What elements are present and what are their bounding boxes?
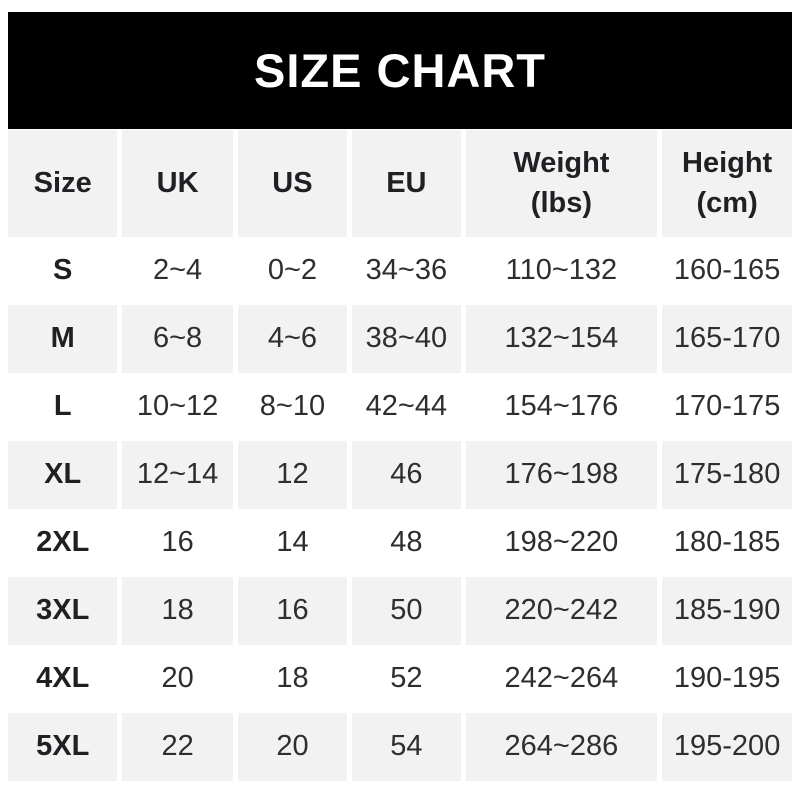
cell-us: 14 bbox=[237, 509, 348, 577]
cell-uk: 22 bbox=[122, 713, 233, 781]
table-row-4xl: 4XL 20 18 52 242~264 190-195 bbox=[8, 645, 792, 713]
cell-eu: 38~40 bbox=[352, 305, 461, 373]
cell-weight: 264~286 bbox=[465, 713, 658, 781]
title-banner: SIZE CHART bbox=[8, 12, 792, 129]
table-row-3xl: 3XL 18 16 50 220~242 185-190 bbox=[8, 577, 792, 645]
cell-eu: 54 bbox=[352, 713, 461, 781]
cell-size: L bbox=[8, 373, 118, 441]
cell-height: 165-170 bbox=[662, 305, 792, 373]
cell-eu: 50 bbox=[352, 577, 461, 645]
cell-us: 12 bbox=[237, 441, 348, 509]
cell-size: 2XL bbox=[8, 509, 118, 577]
cell-eu: 46 bbox=[352, 441, 461, 509]
cell-height: 185-190 bbox=[662, 577, 792, 645]
size-table: Size UK US EU Weight (lbs) Height (cm) bbox=[8, 130, 792, 781]
cell-eu: 52 bbox=[352, 645, 461, 713]
cell-height: 190-195 bbox=[662, 645, 792, 713]
column-header-sub: (cm) bbox=[696, 186, 758, 219]
cell-size: XL bbox=[8, 441, 118, 509]
column-header-sub: (lbs) bbox=[530, 186, 593, 219]
table-row-2xl: 2XL 16 14 48 198~220 180-185 bbox=[8, 509, 792, 577]
cell-size: S bbox=[8, 237, 118, 305]
column-header-uk: UK bbox=[122, 130, 233, 237]
cell-eu: 34~36 bbox=[352, 237, 461, 305]
cell-uk: 2~4 bbox=[122, 237, 233, 305]
table-header-row: Size UK US EU Weight (lbs) Height (cm) bbox=[8, 130, 792, 237]
column-header-weight: Weight (lbs) bbox=[465, 130, 658, 237]
column-header-label: Height bbox=[682, 147, 773, 180]
size-chart-page: SIZE CHART Size UK US EU Weight (lbs) bbox=[0, 12, 800, 800]
column-header-height: Height (cm) bbox=[662, 130, 792, 237]
cell-weight: 220~242 bbox=[465, 577, 658, 645]
cell-weight: 110~132 bbox=[465, 237, 658, 305]
cell-height: 195-200 bbox=[662, 713, 792, 781]
cell-eu: 48 bbox=[352, 509, 461, 577]
column-header-label: Weight bbox=[513, 147, 610, 180]
table-row-5xl: 5XL 22 20 54 264~286 195-200 bbox=[8, 713, 792, 781]
cell-eu: 42~44 bbox=[352, 373, 461, 441]
cell-height: 170-175 bbox=[662, 373, 792, 441]
cell-weight: 198~220 bbox=[465, 509, 658, 577]
cell-height: 160-165 bbox=[662, 237, 792, 305]
cell-us: 4~6 bbox=[237, 305, 348, 373]
cell-weight: 154~176 bbox=[465, 373, 658, 441]
cell-weight: 132~154 bbox=[465, 305, 658, 373]
cell-height: 180-185 bbox=[662, 509, 792, 577]
cell-size: 3XL bbox=[8, 577, 118, 645]
cell-uk: 16 bbox=[122, 509, 233, 577]
column-header-us: US bbox=[237, 130, 348, 237]
cell-uk: 20 bbox=[122, 645, 233, 713]
table-row-l: L 10~12 8~10 42~44 154~176 170-175 bbox=[8, 373, 792, 441]
cell-size: 4XL bbox=[8, 645, 118, 713]
table-row-m: M 6~8 4~6 38~40 132~154 165-170 bbox=[8, 305, 792, 373]
cell-uk: 18 bbox=[122, 577, 233, 645]
column-header-size: Size bbox=[8, 130, 118, 237]
cell-us: 0~2 bbox=[237, 237, 348, 305]
cell-weight: 242~264 bbox=[465, 645, 658, 713]
column-header-label: US bbox=[272, 166, 313, 199]
cell-uk: 10~12 bbox=[122, 373, 233, 441]
cell-height: 175-180 bbox=[662, 441, 792, 509]
table-row-xl: XL 12~14 12 46 176~198 175-180 bbox=[8, 441, 792, 509]
column-header-label: UK bbox=[156, 166, 199, 199]
cell-size: 5XL bbox=[8, 713, 118, 781]
column-header-label: EU bbox=[386, 166, 427, 199]
cell-us: 20 bbox=[237, 713, 348, 781]
column-header-eu: EU bbox=[352, 130, 461, 237]
page-title: SIZE CHART bbox=[254, 44, 546, 97]
cell-uk: 6~8 bbox=[122, 305, 233, 373]
column-header-label: Size bbox=[33, 166, 92, 199]
cell-us: 8~10 bbox=[237, 373, 348, 441]
cell-size: M bbox=[8, 305, 118, 373]
cell-us: 16 bbox=[237, 577, 348, 645]
table-row-s: S 2~4 0~2 34~36 110~132 160-165 bbox=[8, 237, 792, 305]
cell-weight: 176~198 bbox=[465, 441, 658, 509]
cell-us: 18 bbox=[237, 645, 348, 713]
cell-uk: 12~14 bbox=[122, 441, 233, 509]
